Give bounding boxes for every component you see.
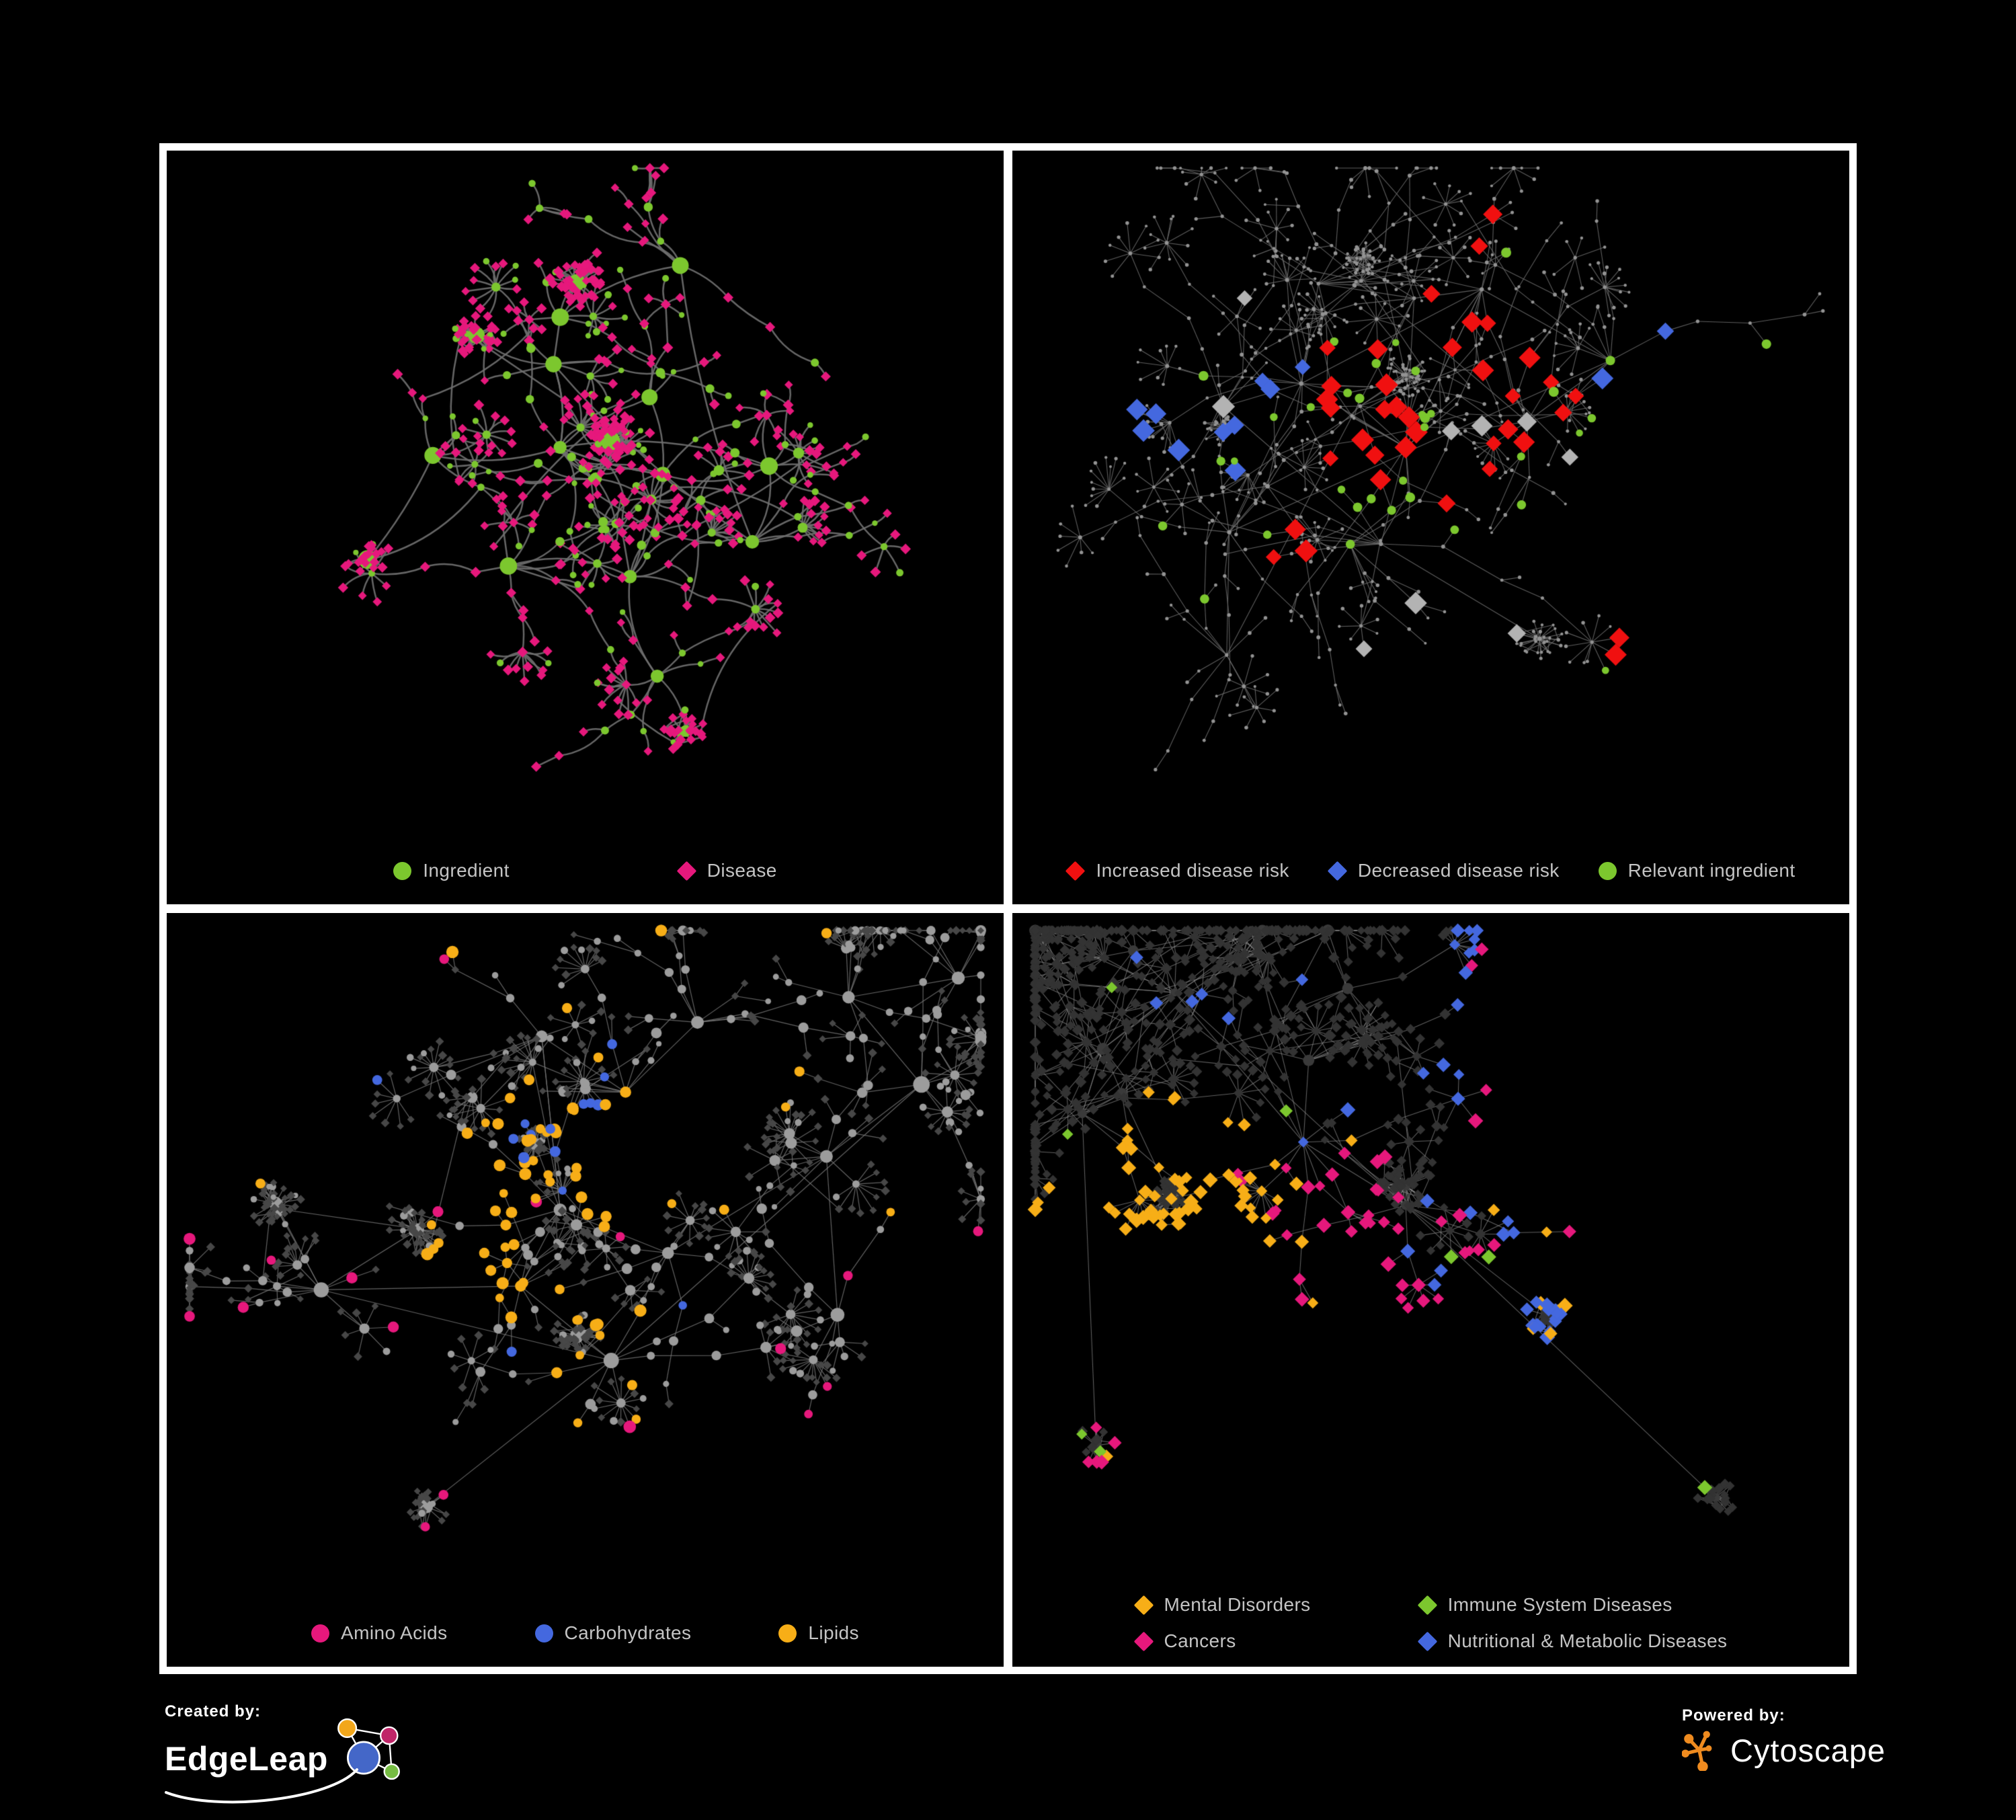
legend-label: Decreased disease risk xyxy=(1357,860,1560,881)
panel-grid: Ingredient Disease Increased disease ris… xyxy=(159,143,1857,1674)
legend-item: Lipids xyxy=(778,1622,859,1644)
legend-item: Disease xyxy=(676,860,777,881)
legend-item: Carbohydrates xyxy=(534,1622,692,1644)
mental-disorders-marker-icon xyxy=(1133,1595,1154,1615)
disease-marker-icon xyxy=(676,861,697,881)
carbohydrates-marker-icon xyxy=(534,1624,553,1643)
relevant-ingredient-marker-icon xyxy=(1598,861,1617,880)
panel-disease-risk: Increased disease risk Decreased disease… xyxy=(1012,151,1849,904)
legend-label: Carbohydrates xyxy=(564,1622,692,1643)
created-by-block: Created by: EdgeLeap xyxy=(165,1702,403,1804)
edgeleap-logo-icon xyxy=(337,1718,400,1780)
legend-item: Mental Disorders xyxy=(1133,1594,1311,1616)
legend-item: Amino Acids xyxy=(311,1622,447,1644)
amino-acids-marker-icon xyxy=(311,1624,330,1643)
legend-label: Nutritional & Metabolic Diseases xyxy=(1447,1630,1728,1651)
increased-risk-marker-icon xyxy=(1065,861,1086,881)
legend-item: Increased disease risk xyxy=(1065,860,1289,881)
lipids-marker-icon xyxy=(778,1624,797,1643)
decreased-risk-marker-icon xyxy=(1327,861,1348,881)
legend-item: Cancers xyxy=(1133,1630,1311,1652)
network-canvas-ingredient-disease xyxy=(167,151,1004,904)
legend-label: Relevant ingredient xyxy=(1627,860,1796,881)
network-canvas-disease-risk xyxy=(1012,151,1849,904)
legend-item: Relevant ingredient xyxy=(1598,860,1796,881)
created-by-label: Created by: xyxy=(165,1702,261,1720)
legend-label: Lipids xyxy=(808,1622,859,1643)
legend-label: Disease xyxy=(707,860,777,881)
immune-diseases-marker-icon xyxy=(1417,1595,1437,1615)
cytoscape-logo-icon xyxy=(1682,1731,1712,1771)
legend-macronutrients: Amino Acids Carbohydrates Lipids xyxy=(167,1622,1004,1644)
legend-label: Cancers xyxy=(1164,1630,1236,1651)
network-canvas-disease-classes xyxy=(1012,913,1849,1667)
edgeleap-wordmark: EdgeLeap xyxy=(165,1740,328,1778)
panel-disease-classes: Mental Disorders Immune System Diseases … xyxy=(1012,913,1849,1667)
legend-label: Mental Disorders xyxy=(1164,1594,1311,1615)
cancers-marker-icon xyxy=(1133,1631,1154,1651)
legend-label: Increased disease risk xyxy=(1096,860,1289,881)
legend-ingredient-disease: Ingredient Disease xyxy=(167,860,1004,881)
legend-disease-risk: Increased disease risk Decreased disease… xyxy=(1012,860,1849,881)
network-canvas-macronutrients xyxy=(167,913,1004,1667)
legend-label: Ingredient xyxy=(423,860,510,881)
legend-label: Immune System Diseases xyxy=(1447,1594,1672,1615)
panel-macronutrients: Amino Acids Carbohydrates Lipids xyxy=(167,913,1004,1667)
legend-item: Decreased disease risk xyxy=(1327,860,1560,881)
nutritional-metabolic-marker-icon xyxy=(1417,1631,1437,1651)
powered-by-label: Powered by: xyxy=(1682,1706,1785,1725)
legend-label: Amino Acids xyxy=(341,1622,448,1643)
legend-disease-classes: Mental Disorders Immune System Diseases … xyxy=(1012,1594,1849,1652)
legend-item: Immune System Diseases xyxy=(1417,1594,1728,1616)
cytoscape-wordmark: Cytoscape xyxy=(1730,1732,1886,1768)
legend-item: Nutritional & Metabolic Diseases xyxy=(1417,1630,1728,1652)
ingredient-marker-icon xyxy=(393,861,412,880)
powered-by-block: Powered by: Cytoscape xyxy=(1682,1706,1886,1771)
legend-item: Ingredient xyxy=(393,860,510,881)
panel-ingredient-disease: Ingredient Disease xyxy=(167,151,1004,904)
